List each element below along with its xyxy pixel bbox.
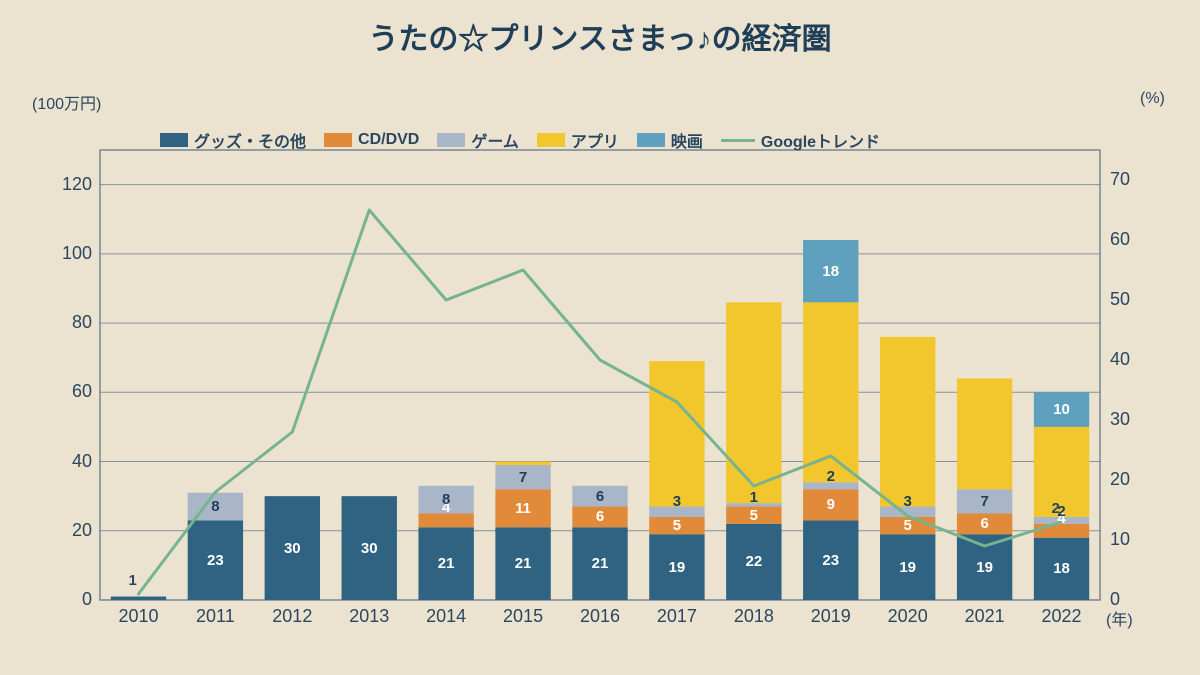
x-tick: 2014 (408, 606, 485, 627)
legend-item: グッズ・その他 (160, 128, 306, 152)
bar-app (880, 337, 935, 507)
legend-item: Googleトレンド (721, 128, 880, 152)
bar-value-label: 30 (265, 540, 320, 557)
x-axis-label: (年) (1106, 606, 1133, 630)
legend: グッズ・その他 CD/DVD ゲーム アプリ 映画 Googleトレンド (160, 128, 880, 152)
x-tick: 2018 (715, 606, 792, 627)
bar-value-label: 18 (803, 263, 858, 280)
bar-value-label: 9 (803, 496, 858, 513)
bar-value-label: 19 (649, 559, 704, 576)
y-right-tick: 20 (1110, 469, 1130, 490)
bar-value-label: 7 (495, 469, 550, 486)
bar-app (495, 462, 550, 465)
x-tick: 2021 (946, 606, 1023, 627)
bar-value-label: 30 (342, 540, 397, 557)
y-right-tick: 40 (1110, 349, 1130, 370)
bar-value-label: 8 (418, 491, 473, 508)
bar-value-label: 23 (803, 552, 858, 569)
bar-value-label: 3 (880, 493, 935, 510)
bar-app (726, 302, 781, 503)
x-tick: 2022 (1023, 606, 1100, 627)
right-axis-label: (%) (1140, 90, 1165, 108)
legend-label: Googleトレンド (761, 128, 880, 152)
legend-label: ゲーム (471, 128, 519, 152)
y-right-tick: 30 (1110, 409, 1130, 430)
bar-app (957, 378, 1012, 489)
bar-value-label: 11 (495, 500, 550, 517)
bar-value-label: 8 (188, 498, 243, 515)
y-right-tick: 60 (1110, 229, 1130, 250)
bar-value-label: 1 (726, 489, 781, 506)
bar-value-label: 10 (1034, 401, 1089, 418)
trend-point-label: 1 (128, 572, 136, 589)
chart-svg (0, 0, 1200, 675)
x-tick: 2016 (562, 606, 639, 627)
legend-line-swatch (721, 139, 755, 142)
bar-value-label: 2 (1034, 503, 1089, 520)
y-left-tick: 60 (42, 381, 92, 402)
chart-title: うたの☆プリンスさまっ♪の経済圏 (0, 14, 1200, 58)
left-axis-label: (100万円) (32, 90, 101, 114)
legend-label: CD/DVD (358, 131, 419, 149)
bar-value-label: 3 (649, 493, 704, 510)
bar-value-label: 21 (572, 555, 627, 572)
legend-swatch (437, 133, 465, 147)
y-left-tick: 0 (42, 589, 92, 610)
legend-swatch (637, 133, 665, 147)
x-tick: 2015 (485, 606, 562, 627)
legend-swatch (324, 133, 352, 147)
legend-swatch (537, 133, 565, 147)
bar-value-label: 5 (649, 517, 704, 534)
x-tick: 2019 (792, 606, 869, 627)
bar-app (649, 361, 704, 506)
legend-item: CD/DVD (324, 131, 419, 149)
y-left-tick: 80 (42, 312, 92, 333)
legend-item: アプリ (537, 128, 619, 152)
bar-value-label: 6 (572, 488, 627, 505)
y-left-tick: 40 (42, 451, 92, 472)
x-tick: 2010 (100, 606, 177, 627)
y-right-tick: 50 (1110, 289, 1130, 310)
bar-value-label: 7 (957, 493, 1012, 510)
bar-value-label: 5 (880, 517, 935, 534)
legend-label: グッズ・その他 (194, 128, 306, 152)
bar-value-label: 18 (1034, 560, 1089, 577)
bar-value-label: 2 (803, 468, 858, 485)
legend-swatch (160, 133, 188, 147)
bar-value-label: 21 (418, 555, 473, 572)
bar-goods (111, 597, 166, 600)
bar-value-label: 6 (957, 515, 1012, 532)
bar-value-label: 22 (726, 553, 781, 570)
y-right-tick: 70 (1110, 169, 1130, 190)
y-left-tick: 20 (42, 520, 92, 541)
bar-value-label: 5 (726, 507, 781, 524)
y-left-tick: 100 (42, 243, 92, 264)
x-tick: 2020 (869, 606, 946, 627)
legend-label: アプリ (571, 128, 619, 152)
bar-value-label: 23 (188, 552, 243, 569)
y-left-tick: 120 (42, 174, 92, 195)
x-tick: 2013 (331, 606, 408, 627)
trend-point-label: 2 (1052, 500, 1060, 517)
legend-item: ゲーム (437, 128, 519, 152)
bar-value-label: 6 (572, 508, 627, 525)
x-tick: 2017 (638, 606, 715, 627)
x-tick: 2012 (254, 606, 331, 627)
y-right-tick: 10 (1110, 529, 1130, 550)
bar-value-label: 19 (880, 559, 935, 576)
bar-value-label: 19 (957, 559, 1012, 576)
legend-item: 映画 (637, 128, 703, 152)
bar-value-label: 21 (495, 555, 550, 572)
legend-label: 映画 (671, 128, 703, 152)
x-tick: 2011 (177, 606, 254, 627)
